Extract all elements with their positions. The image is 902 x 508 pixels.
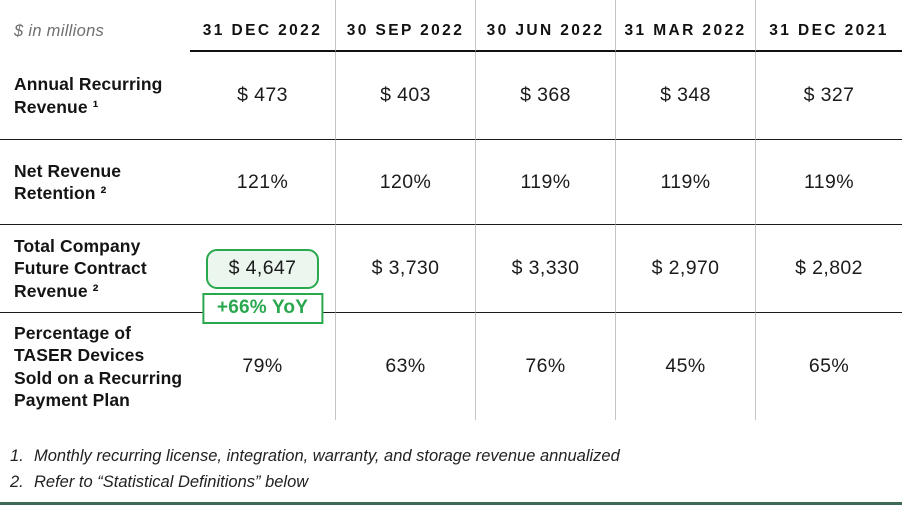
cell-nrr-q4-2021: 119% xyxy=(755,140,902,225)
footnotes: 1. Monthly recurring license, integratio… xyxy=(10,443,620,495)
footnote-1-text: Monthly recurring license, integration, … xyxy=(34,447,620,465)
column-header-31-mar-2022: 31 MAR 2022 xyxy=(615,0,755,52)
column-header-30-sep-2022: 30 SEP 2022 xyxy=(335,0,475,52)
bottom-divider-rule xyxy=(0,502,902,505)
footnote-2-number: 2. xyxy=(10,473,24,491)
cell-arr-q4-2022: $ 473 xyxy=(190,52,335,140)
cell-nrr-q2-2022: 119% xyxy=(475,140,615,225)
row-label-net-revenue-retention: Net Revenue Retention ² xyxy=(0,140,190,225)
cell-fcr-q4-2022: $ 4,647 +66% YoY xyxy=(190,225,335,324)
column-header-31-dec-2021: 31 DEC 2021 xyxy=(755,0,902,52)
cell-taser-q1-2022: 45% xyxy=(615,313,755,420)
cell-taser-q3-2022: 63% xyxy=(335,313,475,420)
cell-nrr-q4-2022: 121% xyxy=(190,140,335,225)
cell-taser-q4-2021: 65% xyxy=(755,313,902,420)
cell-arr-q2-2022: $ 368 xyxy=(475,52,615,140)
cell-fcr-q2-2022: $ 3,330 xyxy=(475,225,615,313)
row-label-annual-recurring-revenue: Annual Recurring Revenue ¹ xyxy=(0,52,190,140)
column-header-30-jun-2022: 30 JUN 2022 xyxy=(475,0,615,52)
cell-arr-q4-2021: $ 327 xyxy=(755,52,902,140)
yoy-growth-badge: +66% YoY xyxy=(201,293,324,324)
column-header-31-dec-2022: 31 DEC 2022 xyxy=(190,0,335,52)
cell-arr-q1-2022: $ 348 xyxy=(615,52,755,140)
cell-fcr-q1-2022: $ 2,970 xyxy=(615,225,755,313)
row-label-taser-recurring-plan: Percentage of TASER Devices Sold on a Re… xyxy=(14,322,183,410)
cell-nrr-q3-2022: 120% xyxy=(335,140,475,225)
cell-taser-q2-2022: 76% xyxy=(475,313,615,420)
footnote-1-number: 1. xyxy=(10,447,24,465)
cell-nrr-q1-2022: 119% xyxy=(615,140,755,225)
highlighted-value-box: $ 4,647 xyxy=(205,248,320,289)
footnote-2-text: Refer to “Statistical Definitions” below xyxy=(34,473,309,491)
footnote-2: 2. Refer to “Statistical Definitions” be… xyxy=(10,469,620,495)
units-note: $ in millions xyxy=(14,22,105,40)
row-label-future-contract-revenue: Total Company Future Contract Revenue ² xyxy=(0,225,190,313)
cell-fcr-q3-2022: $ 3,730 xyxy=(335,225,475,313)
cell-fcr-q4-2021: $ 2,802 xyxy=(755,225,902,313)
quarterly-metrics-table: $ in millions 31 DEC 2022 30 SEP 2022 30… xyxy=(0,0,902,420)
cell-arr-q3-2022: $ 403 xyxy=(335,52,475,140)
cell-taser-q4-2022: 79% xyxy=(242,355,283,377)
footnote-1: 1. Monthly recurring license, integratio… xyxy=(10,443,620,469)
